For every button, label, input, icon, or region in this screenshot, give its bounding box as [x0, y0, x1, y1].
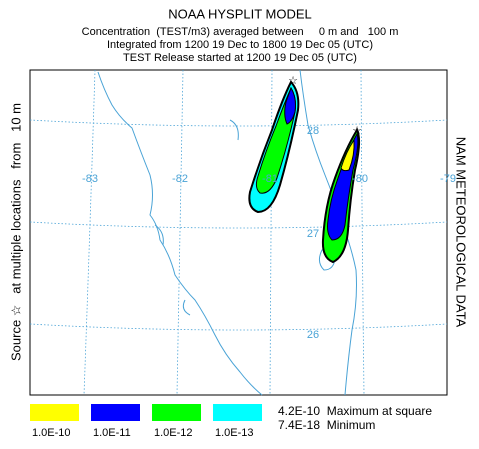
left-label: Source ☆ at multiple locations from 10 m	[8, 103, 23, 361]
legend-swatch	[152, 404, 201, 421]
lat-label: 26	[307, 329, 319, 341]
source-star: ☆	[288, 75, 298, 87]
legend-label: 1.0E-12	[154, 427, 193, 439]
lon-label: -82	[172, 173, 188, 185]
lat-label: 28	[307, 125, 319, 137]
legend-label: 1.0E-11	[93, 427, 131, 439]
gulf-coast	[97, 71, 263, 396]
map-frame	[29, 69, 448, 396]
lon-label: -80	[352, 173, 368, 185]
subtitle: Concentration (TEST/m3) averaged between…	[82, 26, 399, 38]
legend-swatch	[30, 404, 79, 421]
subtitle: Integrated from 1200 19 Dec to 1800 19 D…	[107, 39, 373, 51]
legend-swatch	[91, 404, 140, 421]
plume-west	[248, 80, 300, 214]
summary-line: 4.2E-10 Maximum at square	[278, 404, 432, 418]
parallels	[29, 119, 448, 331]
subtitle: TEST Release started at 1200 19 Dec 05 (…	[123, 52, 357, 64]
summary-line: 7.4E-18 Minimum	[278, 418, 375, 432]
legend-label: 1.0E-10	[32, 427, 71, 439]
coast-detail	[154, 119, 239, 316]
title: NOAA HYSPLIT MODEL	[168, 6, 312, 21]
meridians	[83, 69, 365, 396]
plume-east	[321, 127, 361, 264]
right-label: NAM METEOROLOGICAL DATA	[454, 137, 469, 328]
lon-label: -83	[82, 173, 98, 185]
legend-swatch	[213, 404, 262, 421]
lon-label: -81	[262, 173, 278, 185]
map: ☆ ☆	[29, 69, 448, 396]
lat-label: 27	[307, 228, 319, 240]
source-star: ☆	[352, 125, 362, 137]
lon-label: -79	[440, 173, 456, 185]
legend-label: 1.0E-13	[215, 427, 254, 439]
